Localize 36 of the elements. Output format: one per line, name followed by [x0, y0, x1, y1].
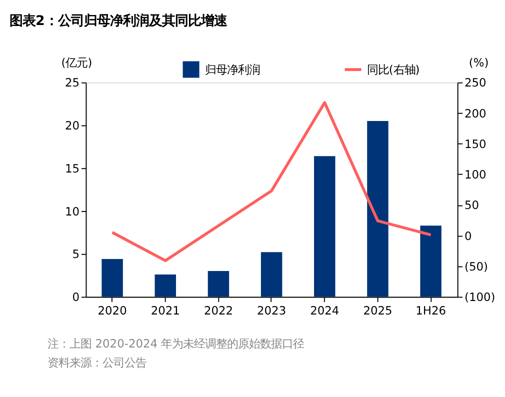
x-tick-label: 2025: [363, 303, 392, 318]
y-tick-label: 15: [65, 161, 80, 176]
x-tick-label: 2020: [98, 303, 127, 318]
x-tick-label: 2023: [257, 303, 286, 318]
x-tick-label: 2024: [310, 303, 340, 318]
chart-title: 图表2：公司归母净利润及其同比增速: [10, 13, 228, 30]
y2-tick-label: (50): [464, 259, 488, 274]
y-axis-title: (亿元): [61, 56, 92, 70]
y2-tick-label: 200: [464, 106, 486, 120]
y2-axis-title: (%): [468, 56, 489, 70]
text: 注：上图 2020-2024 年为未经调整的原始数据口径: [48, 336, 304, 350]
y2-tick-label: 50: [464, 198, 480, 212]
text: 资料来源：公司公告: [48, 355, 147, 370]
y-tick-label: 5: [72, 247, 80, 262]
bar: [314, 156, 336, 297]
legend-label: 同比(右轴): [366, 62, 420, 76]
x-tick-label: 2022: [204, 303, 234, 318]
y-tick-label: 25: [65, 76, 80, 90]
y2-tick-label: 100: [464, 168, 486, 182]
y2-tick-label: 250: [464, 76, 486, 90]
y-tick-label: 10: [65, 204, 80, 218]
bar: [260, 252, 282, 297]
line-series: [110, 101, 432, 262]
x-tick-label: 1H26: [416, 303, 446, 318]
bar: [102, 259, 123, 297]
y-tick-label: 20: [65, 118, 80, 133]
bar: [208, 271, 230, 297]
legend-label: 归母净利润: [204, 62, 260, 76]
bar: [420, 226, 442, 297]
y2-tick-label: 150: [464, 136, 486, 151]
x-tick-label: 2021: [150, 303, 180, 318]
y2-tick-label: 0: [464, 228, 472, 243]
bar: [367, 120, 388, 297]
y2-tick-label: (100): [464, 290, 496, 304]
y-tick-label: 0: [72, 290, 80, 304]
bar: [154, 274, 176, 297]
